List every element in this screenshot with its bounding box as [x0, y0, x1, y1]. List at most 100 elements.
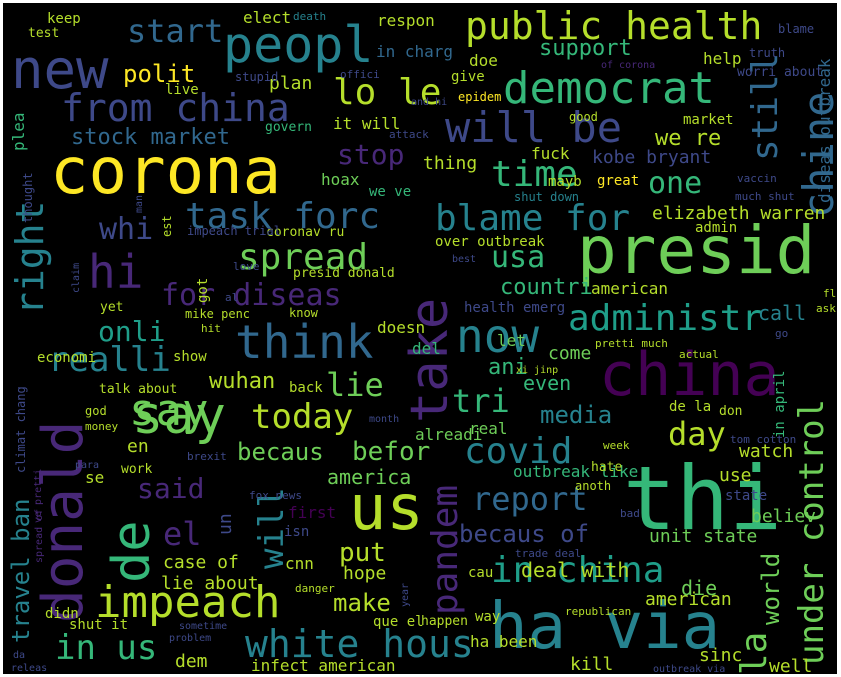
- word: respon: [377, 11, 435, 30]
- word: way: [475, 609, 501, 625]
- word: much shut: [735, 190, 795, 203]
- word: que el: [373, 614, 424, 630]
- word: de: [102, 520, 162, 583]
- word: now: [456, 309, 540, 363]
- word: presid: [577, 212, 816, 289]
- word: kill: [570, 654, 614, 674]
- word: public health: [465, 4, 763, 48]
- word: hate: [591, 460, 623, 475]
- word: support: [539, 36, 632, 61]
- word: we re: [655, 126, 722, 151]
- word: wuhan: [209, 369, 276, 394]
- word: spread: [238, 237, 369, 278]
- word: trade deal: [515, 547, 582, 560]
- word: one: [648, 166, 703, 201]
- word: china: [599, 340, 780, 410]
- word: becaus of: [459, 520, 590, 548]
- word: said: [137, 472, 205, 505]
- word: ha been: [470, 632, 538, 651]
- word: great: [597, 173, 640, 189]
- word: administr: [568, 298, 764, 339]
- word: presid donald: [293, 266, 395, 281]
- word: it will: [333, 114, 401, 133]
- word: elect: [243, 8, 292, 27]
- word: health emerg: [464, 300, 566, 316]
- word: countri: [500, 275, 593, 300]
- word: year: [400, 582, 411, 607]
- word: sinc: [699, 645, 743, 666]
- word: climat chang: [14, 386, 28, 473]
- word: se: [85, 468, 105, 487]
- word: well: [769, 656, 813, 675]
- word: vaccin: [737, 172, 777, 185]
- word: pandem: [425, 484, 466, 615]
- word: lie about: [161, 573, 259, 594]
- word: real: [469, 419, 508, 438]
- word: releas: [11, 663, 48, 674]
- word: work: [121, 462, 153, 477]
- word: believ: [751, 506, 817, 527]
- word: hit: [201, 322, 221, 335]
- word: die: [681, 576, 718, 600]
- word-cloud: corona thi presid china ha via donald us…: [3, 3, 837, 674]
- word: epidem: [458, 90, 502, 104]
- word: deal with: [521, 558, 630, 582]
- word: hi: [88, 245, 144, 299]
- word: of corona: [601, 60, 656, 71]
- word: man: [134, 194, 145, 213]
- word: think: [235, 315, 374, 369]
- word: del: [412, 339, 441, 358]
- word: doesn: [377, 318, 426, 337]
- word: en: [127, 436, 149, 457]
- word: unit state: [649, 526, 758, 547]
- word: infect american: [251, 656, 396, 674]
- word: blame: [778, 22, 815, 36]
- word: worri about: [737, 65, 824, 80]
- word: stupid: [235, 70, 279, 84]
- word: coronav ru: [266, 225, 345, 240]
- word: bad: [620, 507, 640, 520]
- word: alreadi: [415, 425, 483, 444]
- word: go: [775, 327, 789, 340]
- word: da: [13, 650, 26, 661]
- word: doe: [469, 51, 498, 70]
- word: say: [129, 385, 209, 436]
- word: problem: [169, 633, 212, 644]
- word: put: [339, 538, 386, 568]
- word: report: [472, 480, 588, 518]
- word: admin: [695, 220, 738, 236]
- word: money: [85, 420, 119, 433]
- word: blame for: [435, 198, 631, 239]
- word: live: [165, 82, 199, 98]
- word: got: [195, 277, 211, 303]
- word: ask: [816, 302, 836, 315]
- word: usa: [491, 240, 546, 275]
- word: tom cotton: [730, 433, 797, 446]
- word: start: [127, 12, 224, 50]
- word: corona: [50, 135, 282, 209]
- word: becaus: [237, 438, 324, 466]
- word: attack: [389, 128, 429, 141]
- word: offici: [340, 68, 380, 81]
- word: polit: [123, 60, 196, 88]
- word: god: [85, 404, 107, 418]
- word: week: [603, 439, 630, 452]
- word: call: [758, 301, 807, 325]
- word: world: [757, 552, 785, 625]
- word: death: [293, 10, 327, 23]
- word: al: [225, 291, 239, 304]
- word: didn: [45, 606, 79, 622]
- word: love: [233, 260, 260, 273]
- word: from china: [61, 86, 290, 130]
- word: sometime: [179, 621, 228, 632]
- word: govern: [265, 120, 312, 135]
- word: first: [288, 503, 337, 522]
- word: best: [452, 254, 477, 265]
- word: diseas outbreak: [815, 58, 834, 204]
- word: outbreak via: [653, 664, 726, 675]
- word: market: [683, 112, 734, 128]
- word: help: [703, 49, 742, 68]
- word: flu: [823, 287, 837, 300]
- word: happen: [421, 614, 468, 629]
- word: us: [349, 471, 424, 544]
